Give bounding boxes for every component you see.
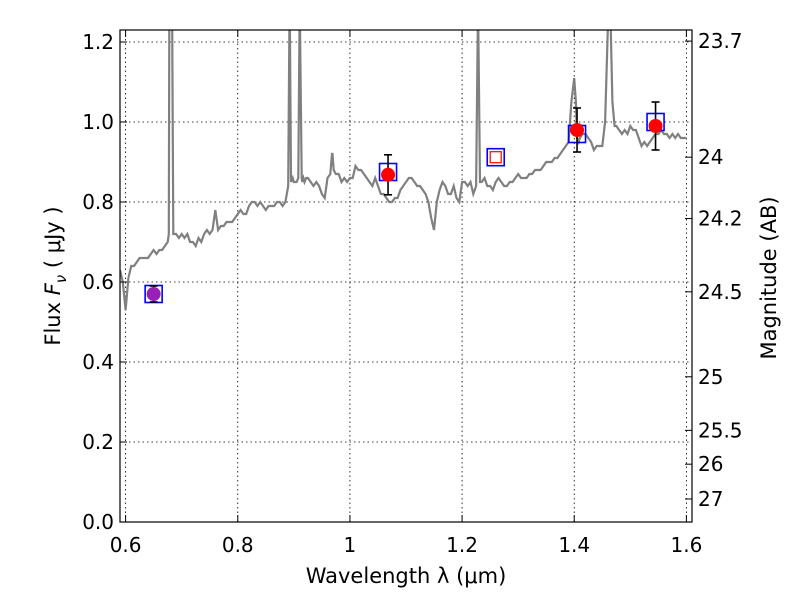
y2-tick-label: 24 — [698, 145, 723, 169]
y-axis-title-symbol: F — [41, 282, 65, 295]
grid — [120, 30, 692, 523]
y-tick-label: 0.0 — [82, 510, 114, 534]
observed-flux-point — [570, 123, 585, 137]
y2-tick-label: 23.7 — [698, 29, 743, 53]
x-tick-label: 1 — [344, 533, 357, 557]
y-tick-label: 0.4 — [82, 350, 114, 374]
observed-flux-point — [648, 119, 663, 133]
y2-tick-label: 27 — [698, 487, 723, 511]
axis-ticks: 0.6 0.8 1 1.2 1.4 1.6 0.0 0.2 0.4 0.6 0.8 1.0 1.2 23.… — [82, 29, 742, 557]
y-tick-label: 1.0 — [82, 110, 114, 134]
observed-flux-point — [381, 167, 396, 182]
y2-axis-title: Magnitude (AB) — [757, 196, 781, 359]
y2-tick-label: 25 — [698, 365, 723, 389]
y2-tick-label: 26 — [698, 452, 723, 476]
x-tick-label: 1.2 — [446, 533, 478, 557]
observed-flux-point — [146, 287, 161, 301]
y-tick-label: 0.6 — [82, 270, 114, 294]
x-axis-title: Wavelength λ (μm) — [306, 564, 507, 588]
x-tick-label: 1.6 — [670, 533, 702, 557]
plot-frame — [119, 29, 693, 523]
y-tick-label: 0.8 — [82, 190, 114, 214]
y-axis-title-subscript: ν — [52, 275, 70, 283]
y2-tick-label: 24.2 — [698, 207, 743, 231]
plot-area — [120, 30, 687, 311]
y-axis-title-unit: ( μJy ) — [41, 206, 65, 274]
x-tick-label: 1.4 — [558, 533, 590, 557]
y-tick-label: 0.2 — [82, 430, 114, 454]
y-tick-label: 1.2 — [82, 30, 114, 54]
photometry-markers — [144, 101, 665, 304]
model-flux-box — [486, 147, 506, 167]
x-tick-label: 0.8 — [222, 533, 254, 557]
x-tick-label: 0.6 — [110, 533, 142, 557]
spectrum-line — [120, 30, 687, 311]
y2-tick-label: 25.5 — [698, 418, 743, 442]
y-axis-title-prefix: Flux — [41, 295, 65, 345]
y2-tick-label: 24.5 — [698, 280, 743, 304]
non-detection-marker — [489, 151, 502, 164]
plot-background — [120, 30, 692, 522]
y-axis-title: Flux Fν ( μJy ) — [41, 206, 70, 345]
